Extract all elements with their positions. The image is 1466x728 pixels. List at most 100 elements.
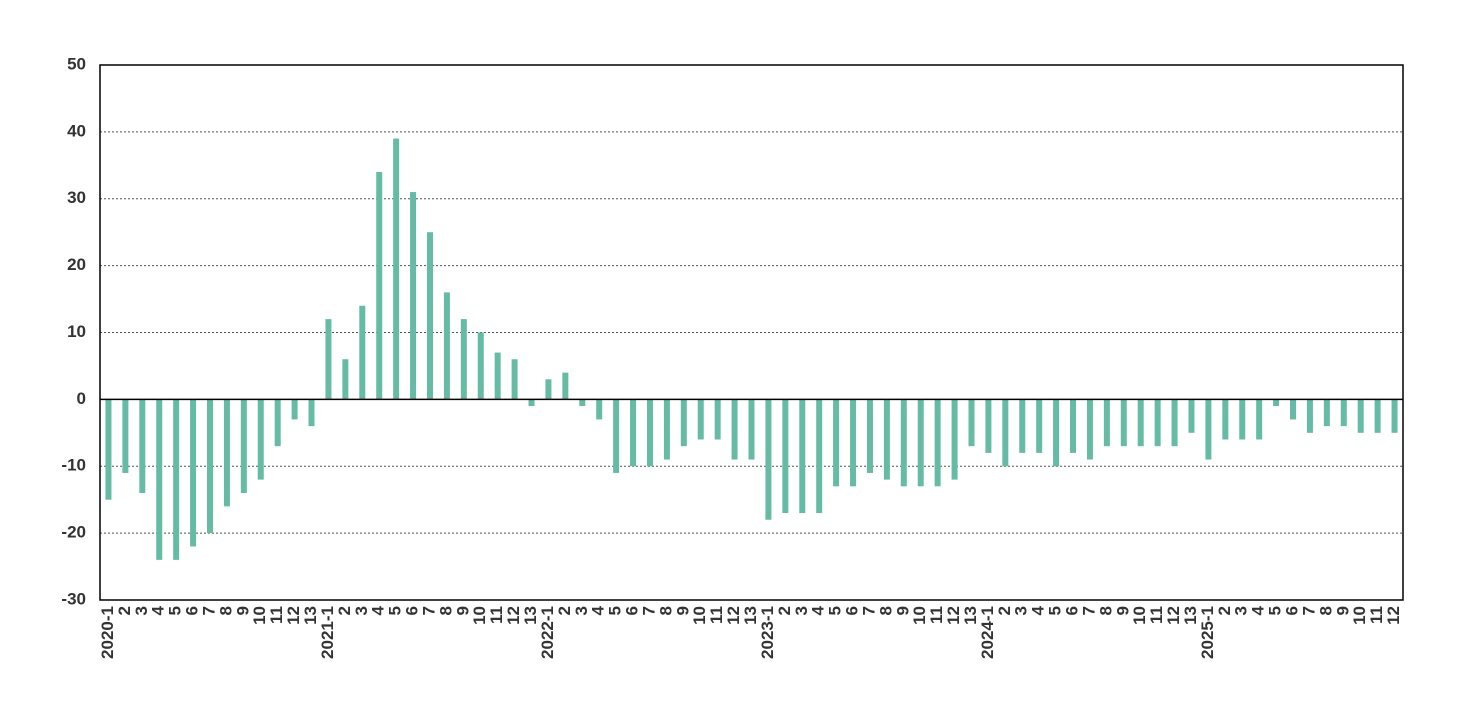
bar bbox=[1256, 399, 1263, 440]
bar bbox=[900, 399, 907, 487]
bar bbox=[1171, 399, 1178, 447]
x-tick-label: 2 bbox=[555, 606, 574, 615]
bar bbox=[308, 399, 315, 427]
x-tick-label: 7 bbox=[1299, 606, 1318, 615]
bar bbox=[917, 399, 924, 487]
x-tick-label: 13 bbox=[961, 606, 980, 625]
bar bbox=[139, 399, 146, 493]
bar bbox=[1002, 399, 1009, 467]
x-tick-label: 10 bbox=[690, 606, 709, 625]
bar bbox=[562, 372, 569, 400]
bar bbox=[883, 399, 890, 480]
bar bbox=[443, 292, 450, 400]
x-tick-label: 11 bbox=[707, 606, 726, 624]
bar bbox=[494, 352, 501, 400]
x-tick-label: 8 bbox=[1096, 606, 1115, 615]
x-tick-label: 11 bbox=[927, 606, 946, 624]
bar bbox=[748, 399, 755, 460]
bar bbox=[528, 399, 535, 407]
bar bbox=[325, 319, 332, 400]
x-tick-label: 13 bbox=[1181, 606, 1200, 625]
bar bbox=[1374, 399, 1381, 433]
x-tick-label: 10 bbox=[1350, 606, 1369, 625]
x-tick-label: 12 bbox=[504, 606, 523, 625]
x-tick-label: 6 bbox=[183, 606, 202, 615]
bar bbox=[951, 399, 958, 480]
x-tick-label: 2021-1 bbox=[318, 606, 337, 659]
x-tick-label: 4 bbox=[1249, 605, 1268, 615]
x-tick-label: 8 bbox=[216, 606, 235, 615]
bar bbox=[613, 399, 620, 473]
bar bbox=[1222, 399, 1229, 440]
x-tick-label: 4 bbox=[589, 605, 608, 615]
x-tick-label: 3 bbox=[792, 606, 811, 615]
y-tick-label: 50 bbox=[67, 54, 86, 73]
x-tick-label: 12 bbox=[944, 606, 963, 625]
x-tick-label: 2 bbox=[335, 606, 354, 615]
bar bbox=[105, 399, 112, 500]
x-tick-label: 7 bbox=[639, 606, 658, 615]
bar bbox=[1290, 399, 1297, 420]
y-tick-label: -10 bbox=[61, 456, 86, 475]
bar bbox=[511, 359, 518, 400]
bar bbox=[1154, 399, 1161, 447]
x-tick-label: 9 bbox=[233, 606, 252, 615]
bar bbox=[850, 399, 857, 487]
x-tick-label: 3 bbox=[572, 606, 591, 615]
bar bbox=[1070, 399, 1077, 453]
x-tick-label: 7 bbox=[1079, 606, 1098, 615]
x-tick-label: 11 bbox=[487, 606, 506, 624]
bar bbox=[410, 192, 417, 400]
x-tick-label: 5 bbox=[606, 606, 625, 615]
bar bbox=[173, 399, 180, 560]
x-tick-label: 12 bbox=[284, 606, 303, 625]
x-tick-label: 3 bbox=[1232, 606, 1251, 615]
x-tick-label: 6 bbox=[1063, 606, 1082, 615]
x-tick-label: 5 bbox=[166, 606, 185, 615]
x-tick-label: 11 bbox=[1367, 606, 1386, 624]
x-tick-label: 8 bbox=[876, 606, 895, 615]
bar bbox=[934, 399, 941, 487]
y-tick-label: 20 bbox=[67, 255, 86, 274]
x-tick-label: 11 bbox=[267, 606, 286, 624]
plot-frame bbox=[99, 64, 1404, 601]
bar bbox=[291, 399, 298, 420]
bar bbox=[1019, 399, 1026, 453]
x-tick-label: 7 bbox=[199, 606, 218, 615]
x-tick-label: 13 bbox=[301, 606, 320, 625]
bar bbox=[1053, 399, 1060, 467]
x-tick-label: 2025-1 bbox=[1198, 606, 1217, 659]
bar bbox=[1391, 399, 1398, 433]
bar bbox=[545, 379, 552, 400]
x-tick-label: 6 bbox=[623, 606, 642, 615]
bar bbox=[1137, 399, 1144, 447]
x-tick-label: 10 bbox=[1130, 606, 1149, 625]
bar bbox=[731, 399, 738, 460]
bar bbox=[1306, 399, 1313, 433]
x-tick-label: 13 bbox=[741, 606, 760, 625]
bar bbox=[1188, 399, 1195, 433]
x-tick-label: 6 bbox=[1282, 606, 1301, 615]
x-tick-label: 7 bbox=[859, 606, 878, 615]
x-tick-label: 8 bbox=[1316, 606, 1335, 615]
x-tick-label: 9 bbox=[1333, 606, 1352, 615]
bar bbox=[477, 332, 484, 400]
bar bbox=[799, 399, 806, 514]
bar bbox=[714, 399, 721, 440]
x-tick-label: 6 bbox=[403, 606, 422, 615]
bar bbox=[1036, 399, 1043, 453]
x-tick-label: 5 bbox=[1266, 606, 1285, 615]
bar bbox=[1323, 399, 1330, 427]
x-tick-label: 9 bbox=[673, 606, 692, 615]
bar bbox=[866, 399, 873, 473]
x-tick-label: 2 bbox=[115, 606, 134, 615]
bar bbox=[393, 138, 400, 400]
y-tick-label: -30 bbox=[61, 589, 86, 608]
bar bbox=[1239, 399, 1246, 440]
x-tick-label: 4 bbox=[369, 605, 388, 615]
x-tick-label: 2023-1 bbox=[758, 606, 777, 659]
x-tick-label: 2022-1 bbox=[538, 606, 557, 659]
x-tick-label: 12 bbox=[1164, 606, 1183, 625]
x-tick-label: 7 bbox=[419, 606, 438, 615]
